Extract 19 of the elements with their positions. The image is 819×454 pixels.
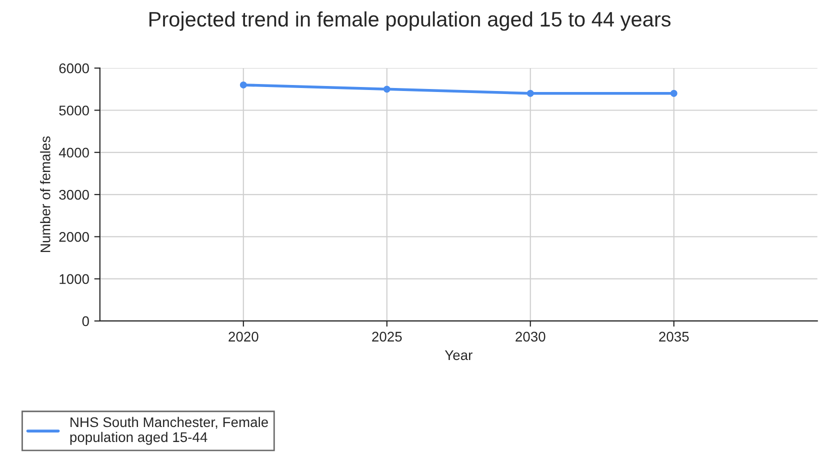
x-axis-title: Year [444,350,472,360]
point [383,86,390,93]
y-tick-label: 5000 [59,106,89,116]
chart-title: Projected trend in female population aged 15 to 44 years [149,11,671,31]
y-axis-title: Number of females [40,136,50,252]
y-tick-label: 0 [82,316,89,326]
y-tick-label: 1000 [60,274,89,284]
y-tick-label: 6000 [59,63,89,74]
point [526,90,534,97]
y-tick-label: 2000 [59,232,89,242]
point [240,81,247,88]
x-tick-label: 2035 [659,332,689,342]
x-tick-label: 2025 [372,332,402,342]
y-tick-label: 3000 [59,190,89,200]
y-tick-label: 4000 [58,148,89,158]
point [670,90,678,97]
x-tick-label: 2030 [516,332,546,342]
x-tick-label: 2020 [228,332,258,342]
legend-label: NHS South Manchester, Female population aged 15-44 [70,416,268,445]
